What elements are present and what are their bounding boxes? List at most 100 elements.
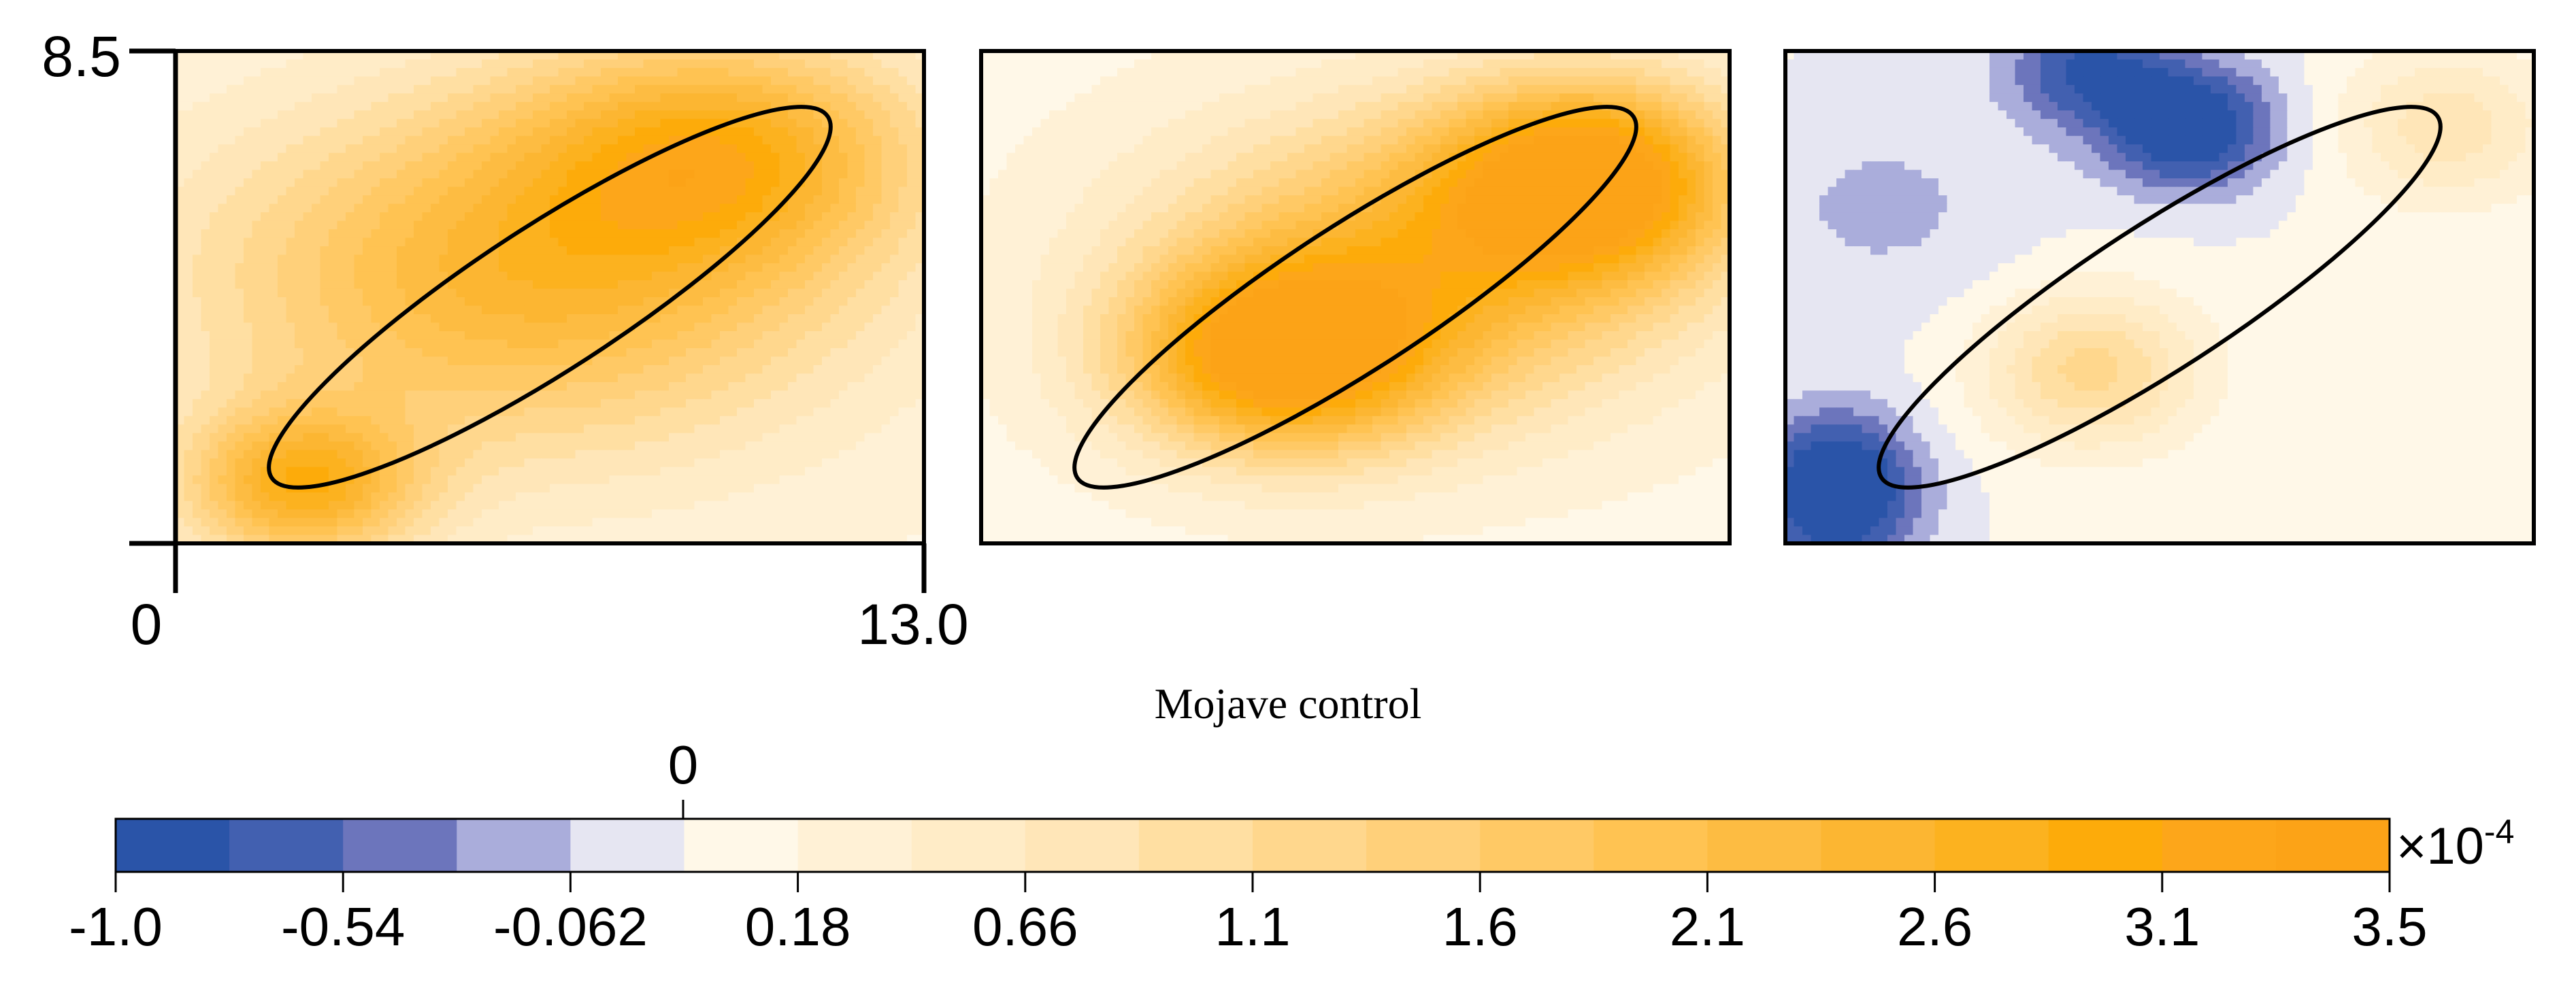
heatmap-cell [584, 339, 593, 349]
heatmap-cell [303, 288, 312, 298]
heatmap-cell [184, 246, 193, 256]
heatmap-cell [686, 161, 695, 171]
heatmap-cell [397, 195, 406, 205]
heatmap-cell [405, 288, 414, 298]
heatmap-cell [397, 101, 406, 111]
heatmap-cell [626, 450, 635, 459]
heatmap-cell [405, 399, 414, 408]
heatmap-cell [482, 76, 491, 86]
heatmap-cell [218, 467, 227, 476]
heatmap-cell [329, 467, 338, 476]
heatmap-cell [541, 229, 550, 239]
heatmap-cell [431, 492, 440, 502]
heatmap-cell [711, 331, 721, 341]
heatmap-cell [210, 229, 219, 239]
heatmap-cell [584, 67, 593, 78]
heatmap-cell [473, 220, 482, 230]
heatmap-cell [354, 271, 363, 281]
heatmap-cell [813, 127, 823, 137]
heatmap-cell [771, 288, 780, 298]
heatmap-cell [711, 467, 721, 476]
heatmap-cell [278, 314, 287, 324]
heatmap-cell [490, 373, 499, 383]
heatmap-cell [703, 237, 712, 247]
heatmap-cell [686, 450, 695, 459]
heatmap-cell [524, 450, 533, 459]
heatmap-cell [278, 331, 287, 341]
heatmap-cell [414, 518, 423, 527]
heatmap-cell [907, 339, 917, 349]
heatmap-cell [822, 220, 831, 230]
heatmap-cell [337, 59, 346, 69]
heatmap-cell [235, 254, 244, 264]
heatmap-cell [796, 450, 806, 459]
heatmap-cell [533, 135, 542, 145]
heatmap-cell [694, 518, 704, 527]
heatmap-cell [295, 263, 304, 273]
heatmap-cell [439, 51, 448, 61]
heatmap-cell [873, 254, 882, 264]
heatmap-cell [558, 458, 567, 468]
heatmap-cell [575, 101, 584, 111]
heatmap-cell [703, 144, 712, 154]
heatmap-cell [788, 220, 797, 230]
heatmap-cell [371, 127, 380, 137]
heatmap-cell [864, 492, 874, 502]
heatmap-cell [788, 76, 797, 86]
heatmap-cell [745, 144, 755, 154]
heatmap-cell [252, 382, 261, 391]
heatmap-cell [635, 288, 644, 298]
heatmap-cell [592, 84, 601, 95]
heatmap-cell [745, 135, 755, 145]
heatmap-cell [465, 314, 474, 324]
heatmap-cell [456, 297, 465, 307]
heatmap-cell [448, 390, 457, 400]
heatmap-cell [252, 526, 261, 536]
heatmap-cell [907, 280, 917, 290]
heatmap-cell [499, 195, 508, 205]
heatmap-cell [601, 373, 610, 383]
heatmap-cell [694, 305, 704, 315]
heatmap-cell [363, 93, 372, 103]
heatmap-cell [711, 110, 721, 120]
heatmap-cell [303, 467, 312, 476]
heatmap-cell [405, 348, 414, 357]
heatmap-cell [567, 450, 576, 459]
heatmap-cell [346, 254, 355, 264]
heatmap-cell [533, 314, 542, 324]
heatmap-cell [261, 118, 270, 128]
heatmap-cell [788, 271, 797, 281]
heatmap-cell [839, 424, 848, 434]
heatmap-cell [490, 441, 499, 451]
heatmap-cell [439, 110, 448, 120]
heatmap-cell [677, 407, 687, 417]
heatmap-cell [575, 484, 584, 493]
heatmap-cell [439, 161, 448, 171]
heatmap-cell [439, 203, 448, 213]
heatmap-cell [643, 509, 653, 519]
heatmap-cell [856, 518, 865, 527]
heatmap-cell [737, 220, 746, 230]
heatmap-cell [720, 135, 729, 145]
heatmap-cell [371, 152, 380, 162]
heatmap-cell [295, 280, 304, 290]
heatmap-cell [550, 484, 559, 493]
heatmap-cell [873, 441, 882, 451]
heatmap-cell [907, 110, 917, 120]
heatmap-cell [771, 356, 780, 366]
heatmap-cell [507, 305, 516, 315]
heatmap-cell [915, 416, 924, 425]
heatmap-cell [210, 178, 219, 188]
heatmap-cell [703, 110, 712, 120]
heatmap-cell [201, 254, 210, 264]
heatmap-cell [805, 399, 814, 408]
heatmap-cell [252, 305, 261, 315]
heatmap-cell [312, 492, 321, 502]
heatmap-cell [541, 433, 550, 442]
heatmap-cell [830, 237, 840, 247]
heatmap-cell [346, 203, 355, 213]
heatmap-cell [524, 254, 533, 264]
heatmap-cell [218, 280, 227, 290]
heatmap-cell [686, 263, 695, 273]
heatmap-cell [295, 135, 304, 145]
